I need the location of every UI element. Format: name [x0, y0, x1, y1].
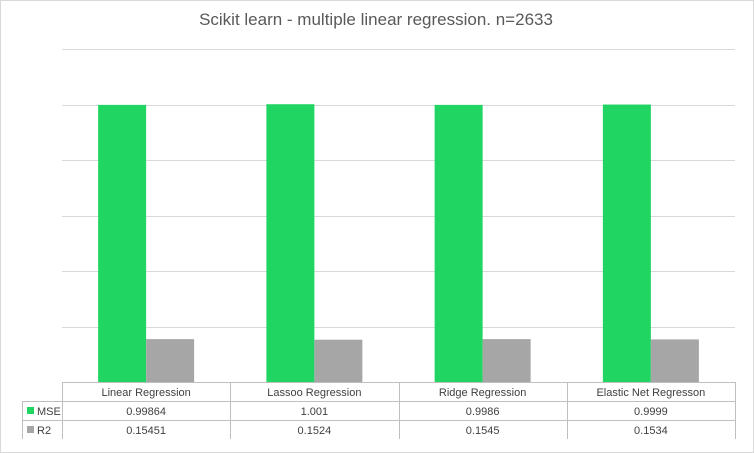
data-label-r2: 0.1524 [298, 425, 332, 437]
data-label-r2: 0.15451 [126, 425, 166, 437]
category-label: Lassoo Regression [267, 387, 361, 399]
category-label: Linear Regression [101, 387, 190, 399]
category-label: Elastic Net Regresson [596, 387, 705, 399]
data-label-mse: 1.001 [301, 406, 329, 418]
bar-mse-3 [434, 104, 483, 383]
data-label-r2: 0.1545 [466, 425, 500, 437]
category-label: Ridge Regression [439, 387, 526, 399]
legend-label-r2: R2 [37, 425, 51, 437]
bar-r2-3 [482, 339, 531, 382]
data-label-r2: 0.1534 [634, 425, 668, 437]
bars [98, 104, 699, 383]
data-label-mse: 0.9999 [634, 406, 668, 418]
data-label-mse: 0.99864 [126, 406, 166, 418]
legend-swatch-r2 [27, 426, 34, 433]
data-label-mse: 0.9986 [466, 406, 500, 418]
legend-swatch-mse [27, 407, 34, 414]
bar-mse-4 [602, 104, 651, 383]
data-table: Linear Regression Lassoo Regression Ridge … [22, 382, 736, 439]
legend-label-mse: MSE [37, 406, 61, 418]
chart-title: Scikit learn - multiple linear regressio… [199, 10, 553, 29]
bar-mse-2 [266, 104, 315, 382]
bar-r2-1 [146, 339, 195, 382]
bar-mse-1 [98, 104, 147, 382]
bar-r2-4 [650, 339, 699, 382]
bar-r2-2 [314, 339, 363, 382]
